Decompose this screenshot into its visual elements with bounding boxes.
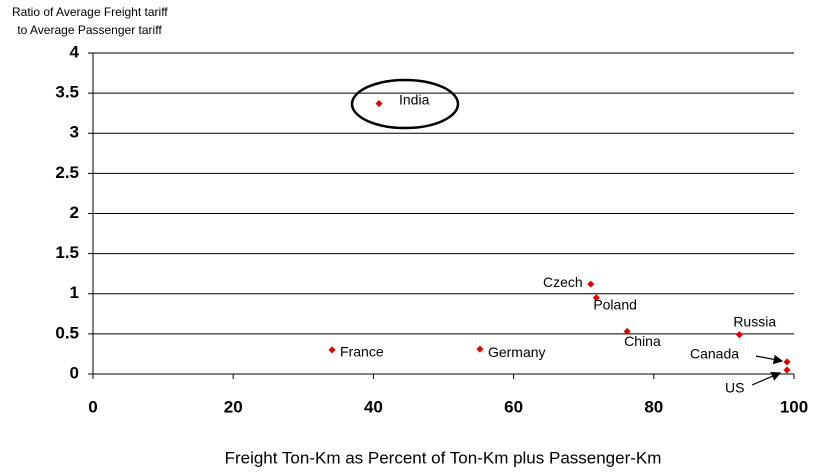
y-tick-label: 1 [70,283,79,302]
point-label: France [340,344,384,360]
x-tick-label: 60 [504,397,523,416]
x-axis-title: Freight Ton-Km as Percent of Ton-Km plus… [225,448,662,467]
arrow [751,371,782,386]
x-tick-label: 0 [88,397,97,416]
y-tick-label: 0.5 [55,323,79,342]
arrow [755,354,784,365]
point [623,327,631,336]
point-label: Germany [488,344,546,360]
y-tick-label: 3 [70,123,79,142]
x-tick-label: 20 [224,397,243,416]
y-tick-label: 4 [70,42,80,61]
x-tick-label: 100 [780,397,808,416]
y-axis-title: Ratio of Average Freight tariff [12,5,168,19]
point [592,294,600,302]
y-tick-label: 2 [70,203,79,222]
point-label: Russia [733,313,776,329]
y-tick-label: 1.5 [55,243,79,262]
point-label: Czech [543,274,583,290]
x-tick-label: 80 [644,397,663,416]
point-label: US [725,380,744,396]
point [735,331,743,339]
point [783,366,791,374]
point [783,358,791,366]
point-label: Poland [593,296,637,312]
x-tick-label: 40 [364,397,383,416]
point [587,280,595,288]
y-tick-label: 2.5 [55,163,79,182]
y-axis-title: to Average Passenger tariff [14,23,162,37]
point-label: China [624,333,661,349]
y-tick-label: 0 [70,363,79,382]
highlight-circle [350,78,460,130]
point [328,346,336,354]
point-label: India [399,91,430,107]
point [476,345,484,353]
point [375,100,383,108]
point-label: Canada [690,346,739,362]
y-tick-label: 3.5 [55,83,79,102]
